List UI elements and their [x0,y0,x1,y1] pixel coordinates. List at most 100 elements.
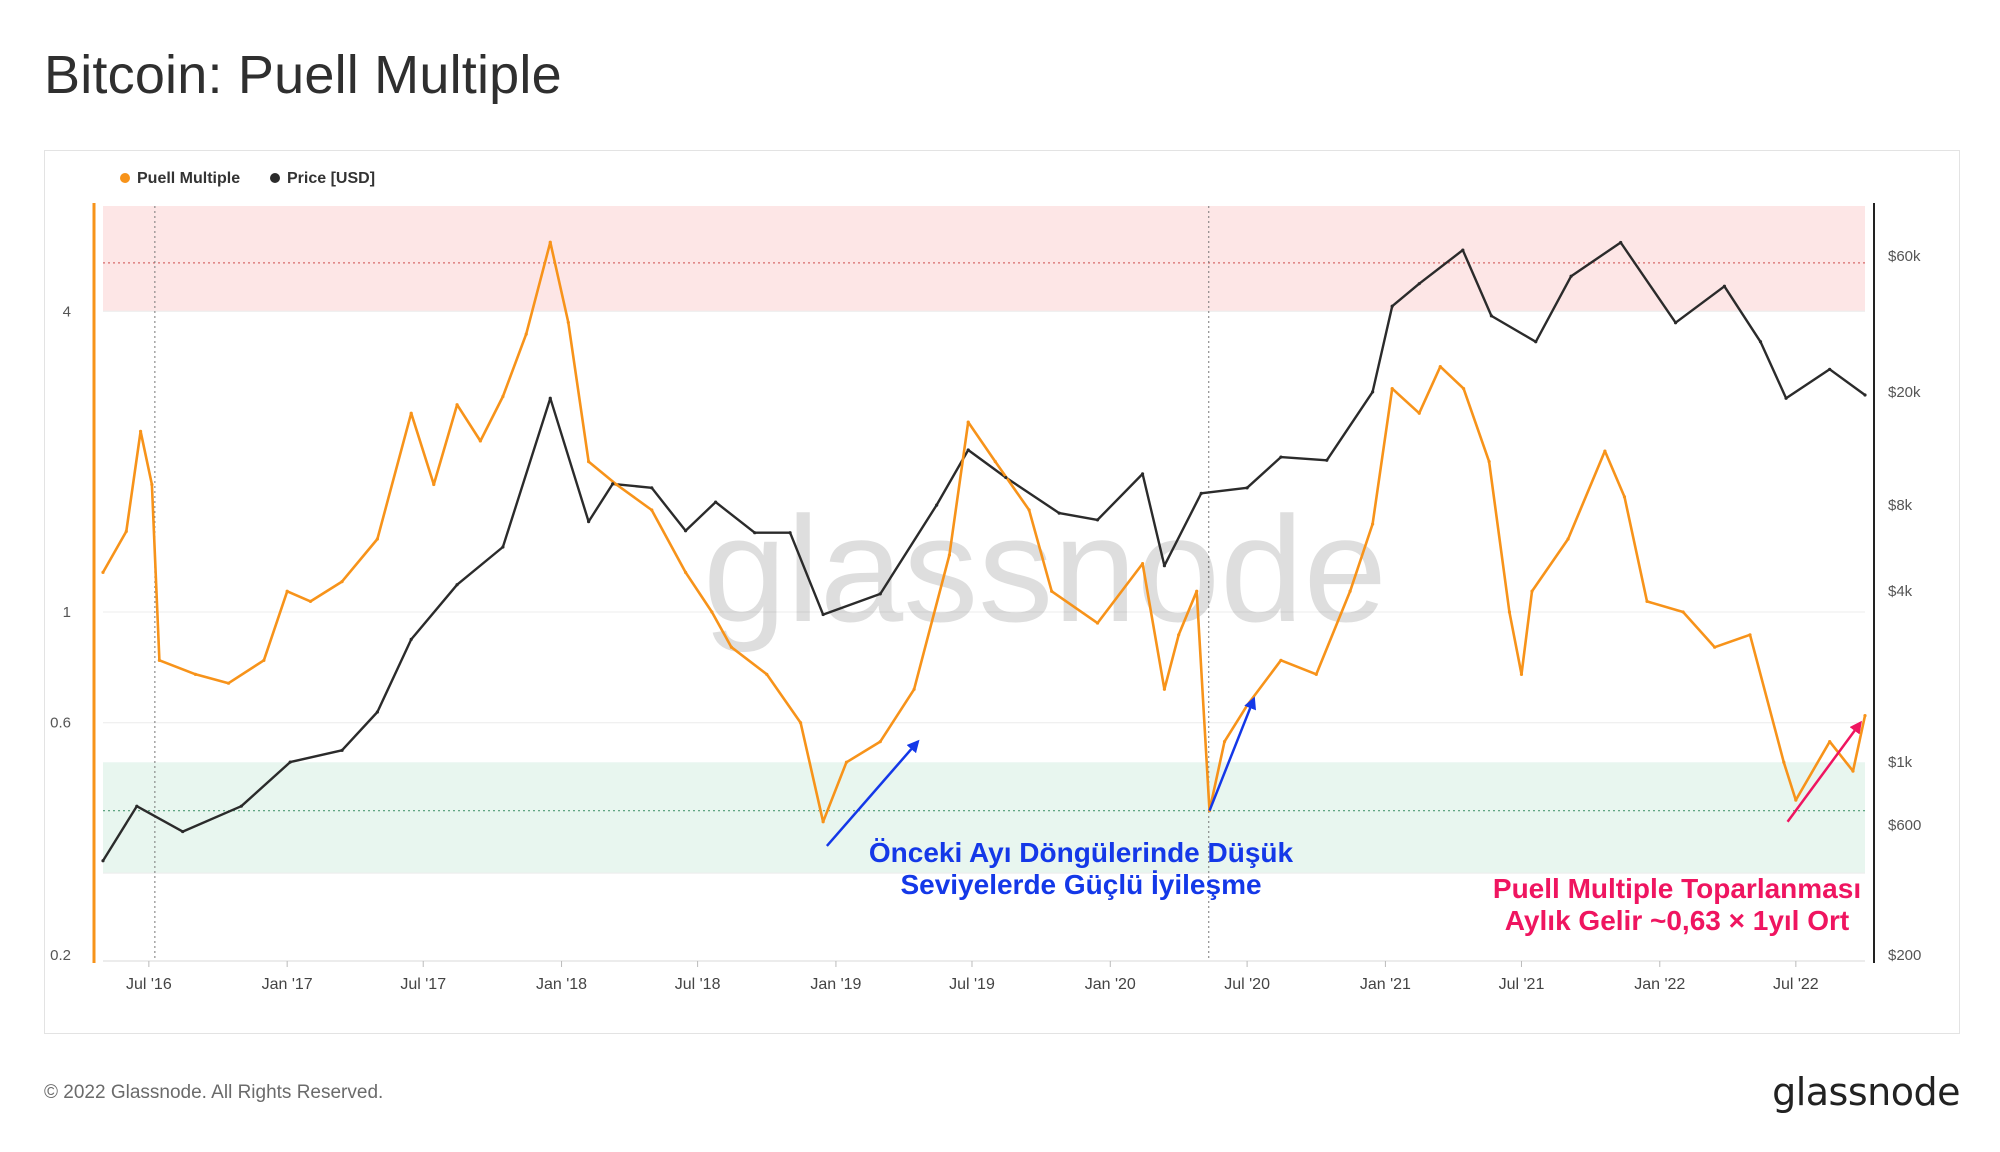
price-data-point [1095,518,1100,522]
puell-data-point [455,403,459,407]
price-data-point [288,760,292,764]
footer-copyright: © 2022 Glassnode. All Rights Reserved. [44,1082,384,1103]
price-data-point [409,637,413,641]
puell-data-point [844,760,849,764]
price-data-point [1461,248,1465,252]
price-data-point [1279,455,1283,459]
puell-data-point [150,482,154,487]
price-data-point [1863,393,1867,397]
recovery-arrow-pink [1786,720,1862,823]
puell-data-point [1566,537,1570,541]
puell-data-point [124,529,128,533]
puell-data-point [1863,714,1867,718]
y-left-tick-label: 0.2 [50,947,71,964]
gridlines [103,310,1865,874]
puell-data-point [375,537,379,541]
price-data-point [1758,340,1763,344]
puell-data-point [1162,687,1167,691]
price-data-point [1141,472,1145,476]
price-data-point [788,531,792,535]
puell-data-point [1681,610,1685,614]
puell-data-point [1645,599,1649,603]
chart-panel: glassnode 4 1 0.6 0.2 $60k $20k $8k $4k $1k $600 $2… [44,150,1960,1034]
puell-price-chart[interactable]: glassnode410.60.2$60k$20k$8k$4k$1k$600$2… [45,151,1959,1033]
price-data-point [821,612,825,617]
recovery-arrow-blue [1208,696,1256,812]
puell-data-point [193,672,198,676]
y-right-tick-label: $600 [1888,817,1921,834]
puell-data-point [765,672,769,676]
y-right-tick-label: $60k [1888,248,1921,265]
annotation-puell-recovery-line1: Puell Multiple Toparlanması [1493,873,1861,904]
glassnode-logo[interactable]: glassnode [1772,1070,1960,1114]
x-tick-label: Jul '16 [126,976,172,993]
puell-data-point [432,482,436,487]
price-data-point [587,520,591,524]
puell-data-point [1794,798,1798,802]
recovery-arrow-blue [825,739,920,847]
price-data-point [1390,304,1394,308]
puell-data-point [1095,621,1100,625]
puell-data-point [1851,769,1855,773]
puell-data-point [587,460,591,464]
puell-data-point [1245,703,1249,707]
puell-data-point [1530,589,1534,593]
puell-data-point [1713,645,1717,649]
puell-data-point [340,580,344,584]
puell-data-point [878,740,882,744]
puell-data-point [1828,740,1832,744]
price-data-point [501,545,505,549]
x-tick-label: Jul '17 [400,976,446,993]
legend-label: Puell Multiple [137,170,240,187]
price-data-point [714,500,718,504]
puell-data-point [1487,460,1491,464]
price-data-point [1245,486,1249,490]
price-data-point [1162,564,1167,568]
puell-data-point [966,420,970,424]
puell-data-point [1748,633,1752,637]
price-data-point [1534,340,1538,344]
puell-data-point [1222,740,1227,744]
puell-data-point [1195,589,1199,593]
puell-data-point [729,645,734,649]
puell-data-point [138,429,143,433]
puell-data-point [501,394,505,399]
puell-data-point [683,570,688,575]
y-right-tick-label: $4k [1888,583,1913,600]
price-data-point [1722,284,1727,288]
puell-data-point [650,508,654,512]
y-right-tick-label: $8k [1888,497,1913,514]
puell-data-point [1141,561,1145,566]
x-tick-label: Jan '19 [810,976,861,993]
puell-data-point [1279,658,1283,662]
puell-data-point [1417,411,1421,415]
price-data-point [878,592,882,596]
y-right-tick-label: $1k [1888,754,1913,771]
puell-data-point [1507,610,1512,614]
puell-data-point [308,599,313,603]
undervalued-band [103,762,1865,874]
x-tick-label: Jan '21 [1360,976,1411,993]
y-left-tick-label: 4 [63,303,71,320]
puell-data-point [1461,387,1466,391]
puell-data-point [1314,672,1318,676]
puell-data-point [1177,633,1181,637]
price-data-point [753,531,757,535]
puell-data-point [821,820,825,824]
y-left-tick-label: 1 [63,604,71,621]
x-tick-label: Jul '22 [1773,976,1819,993]
price-data-point [935,503,939,507]
price-data-point [101,859,105,863]
puell-data-point [262,658,266,662]
puell-data-point [548,240,552,244]
overvalued-band [103,206,1865,312]
x-tick-label: Jul '18 [675,976,721,993]
y-right-tick-label: $20k [1888,384,1921,401]
price-data-point [239,804,243,808]
puell-data-point [101,570,105,575]
price-data-point [1489,314,1494,318]
price-data-point [611,482,615,486]
annotation-puell-recovery-line2: Aylık Gelir ~0,63 × 1yıl Ort [1505,905,1850,936]
x-tick-label: Jan '22 [1634,976,1685,993]
price-data-point [1325,458,1329,462]
